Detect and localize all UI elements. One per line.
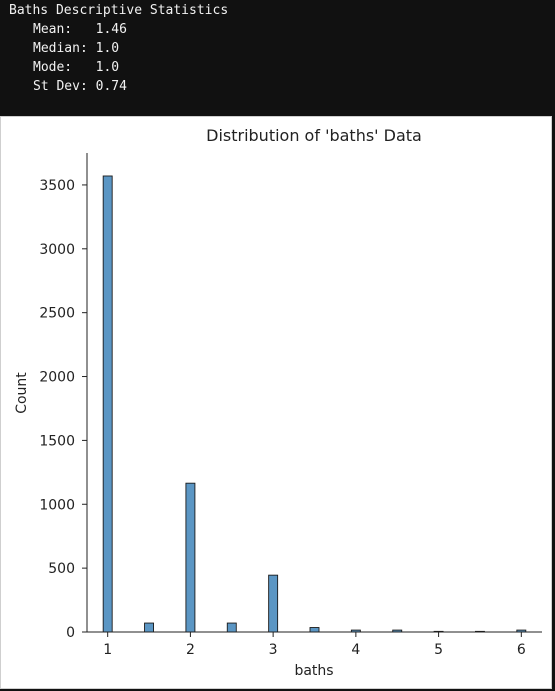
stat-mode-label: Mode: (33, 60, 96, 75)
y-tick-label: 3500 (39, 178, 75, 194)
y-tick-label: 3000 (39, 242, 75, 258)
chart-title: Distribution of 'baths' Data (206, 126, 422, 145)
bars-group (102, 175, 527, 633)
chart-panel: Distribution of 'baths' Data Count baths… (0, 116, 552, 689)
x-tick-label: 6 (517, 642, 526, 658)
stat-stdev-value: 0.74 (95, 79, 127, 94)
bar-1 (102, 175, 113, 633)
histogram-chart: Distribution of 'baths' Data Count baths… (14, 126, 542, 679)
x-tick-label: 4 (351, 642, 360, 658)
stat-mean: Mean: 1.46 (33, 20, 127, 39)
stat-mode: Mode: 1.0 (33, 58, 119, 77)
x-tick-label: 1 (103, 642, 112, 658)
x-tick-label: 3 (269, 642, 278, 658)
y-axis-label-group: Count (14, 372, 30, 414)
x-tick-label: 5 (434, 642, 443, 658)
y-tick-label: 2500 (39, 306, 75, 322)
console-output: Baths Descriptive Statistics Mean: 1.46 … (0, 0, 555, 114)
stat-stdev: St Dev: 0.74 (33, 77, 127, 96)
bar-3 (268, 574, 279, 633)
x-ticks-group: 1 2 3 4 5 6 (103, 632, 526, 658)
bar-2-5 (226, 622, 237, 633)
x-axis-label: baths (294, 663, 333, 679)
y-axis-label: Count (14, 372, 30, 414)
y-tick-label: 500 (48, 561, 75, 577)
y-tick-label: 2000 (39, 370, 75, 386)
bar-1-5 (144, 622, 154, 633)
bar-3-5 (309, 627, 320, 633)
stat-median: Median: 1.0 (33, 39, 119, 58)
stat-median-label: Median: (33, 41, 96, 56)
stat-mean-label: Mean: (33, 22, 96, 37)
y-ticks-group: 0 500 1000 1500 2000 2500 3000 3500 (39, 178, 87, 641)
stat-median-value: 1.0 (95, 41, 120, 56)
x-tick-label: 2 (186, 642, 195, 658)
stat-mode-value: 1.0 (95, 60, 120, 75)
y-tick-label: 0 (66, 625, 75, 641)
stats-title: Baths Descriptive Statistics (9, 3, 229, 18)
bar-2 (185, 482, 196, 633)
y-tick-label: 1000 (39, 497, 75, 513)
stat-mean-value: 1.46 (95, 22, 127, 37)
y-tick-label: 1500 (39, 433, 75, 449)
stat-stdev-label: St Dev: (33, 79, 96, 94)
